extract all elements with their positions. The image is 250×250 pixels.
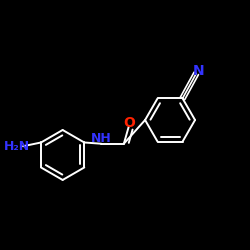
Text: O: O xyxy=(124,116,135,130)
Text: NH: NH xyxy=(90,132,111,145)
Text: H₂N: H₂N xyxy=(4,140,30,153)
Text: N: N xyxy=(192,64,204,78)
